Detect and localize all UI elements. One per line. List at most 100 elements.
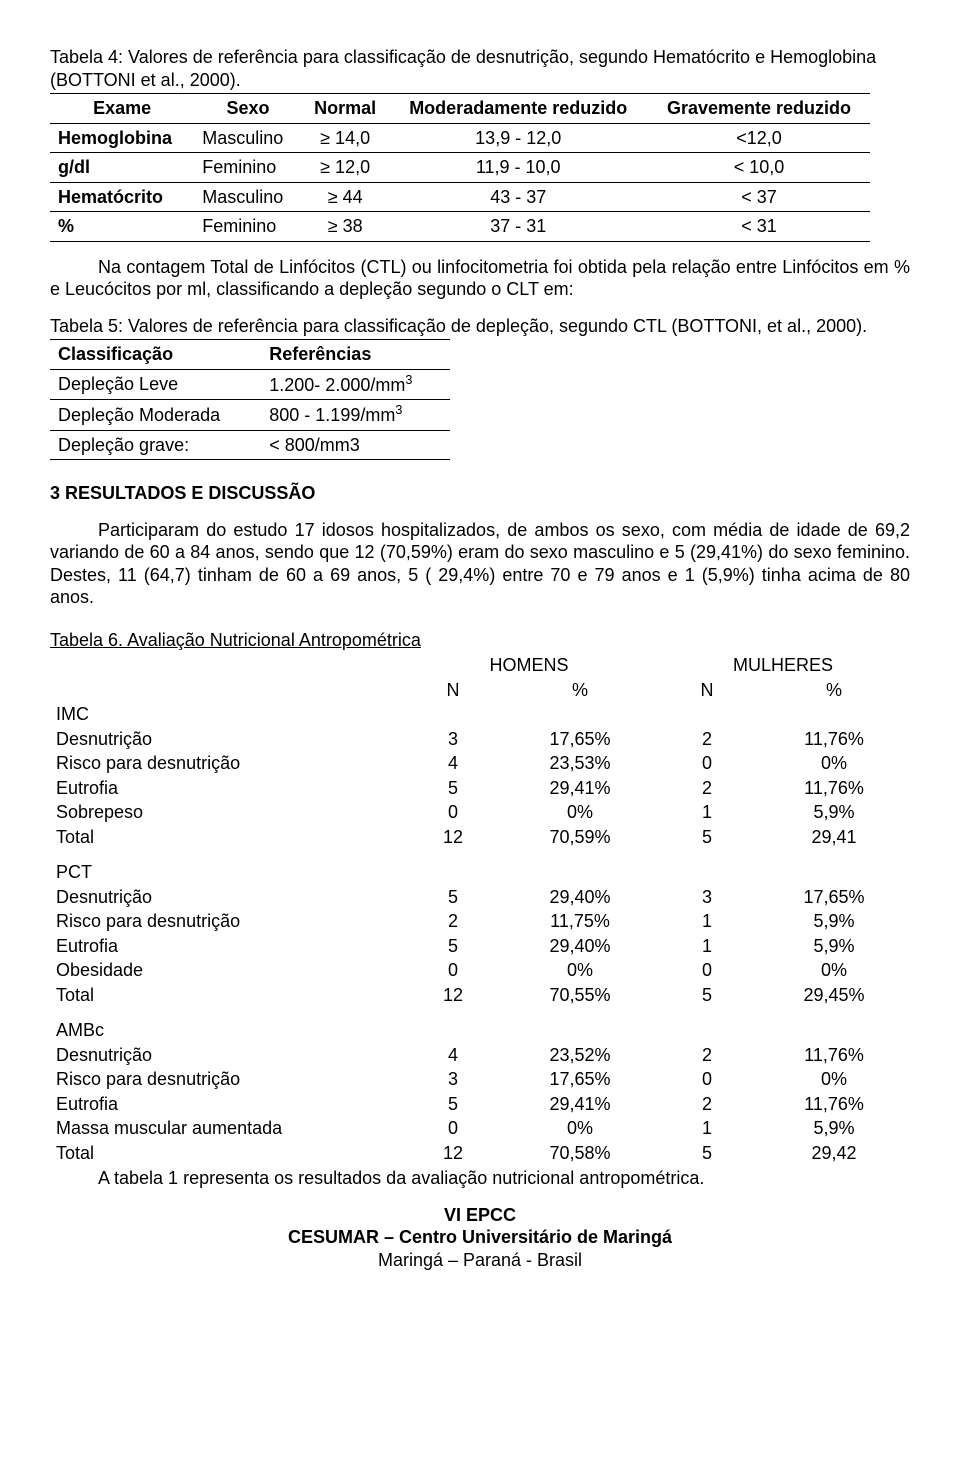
t4-cell: 37 - 31 (388, 212, 648, 242)
table6: HOMENS MULHERES N % N % IMCDesnutrição31… (50, 653, 910, 1165)
footer-l2: CESUMAR – Centro Universitário de Maring… (50, 1226, 910, 1249)
t5-cell: Depleção grave: (50, 430, 261, 460)
t6-cell: 0% (504, 1116, 656, 1141)
t6-cell: 29,41 (758, 825, 910, 850)
t6-label: Eutrofia (50, 934, 402, 959)
t6-group-mulheres: MULHERES (656, 653, 910, 678)
footer-l3: Maringá – Paraná - Brasil (50, 1249, 910, 1272)
t4-cell: Hemoglobina (50, 123, 194, 153)
table-row: Total1270,58%529,42 (50, 1141, 910, 1166)
t6-cell: 17,65% (504, 727, 656, 752)
t6-cell: 1 (656, 934, 758, 959)
t4-cell: 11,9 - 10,0 (388, 153, 648, 183)
t4-h-grave: Gravemente reduzido (648, 94, 870, 124)
t6-cell: 12 (402, 1141, 504, 1166)
t6-cell: 0% (504, 800, 656, 825)
sup: 3 (395, 403, 402, 417)
t6-cell: 11,76% (758, 1043, 910, 1068)
t6-cell: 11,76% (758, 776, 910, 801)
t6-cell: 17,65% (504, 1067, 656, 1092)
t6-cell: 29,41% (504, 1092, 656, 1117)
t4-cell: ≥ 44 (302, 182, 389, 212)
t5-ref: 1.200- 2.000/mm (269, 375, 405, 395)
t6-cell: 29,45% (758, 983, 910, 1008)
t5-cell: Depleção Moderada (50, 400, 261, 431)
t4-cell: < 37 (648, 182, 870, 212)
t5-ref: < 800/mm3 (269, 435, 360, 455)
table-row: Massa muscular aumentada00%15,9% (50, 1116, 910, 1141)
t6-cell: 29,41% (504, 776, 656, 801)
t6-label: Total (50, 1141, 402, 1166)
t6-cell: 70,58% (504, 1141, 656, 1166)
t4-cell: % (50, 212, 194, 242)
t4-cell: ≥ 14,0 (302, 123, 389, 153)
t6-label: Risco para desnutrição (50, 909, 402, 934)
t5-cell: 1.200- 2.000/mm3 (261, 369, 450, 400)
t6-cell: 5,9% (758, 934, 910, 959)
t6-cell: 0 (656, 751, 758, 776)
table-row: Depleção grave: < 800/mm3 (50, 430, 450, 460)
t6-sub: N (402, 678, 504, 703)
table-row: % Feminino ≥ 38 37 - 31 < 31 (50, 212, 870, 242)
t6-label: Desnutrição (50, 1043, 402, 1068)
t6-cell: 5,9% (758, 1116, 910, 1141)
table-row: Total1270,55%529,45% (50, 983, 910, 1008)
table-row: Desnutrição317,65%211,76% (50, 727, 910, 752)
table-row: Eutrofia529,41%211,76% (50, 776, 910, 801)
t4-cell: 13,9 - 12,0 (388, 123, 648, 153)
table-row: Obesidade00%00% (50, 958, 910, 983)
t6-label: Eutrofia (50, 1092, 402, 1117)
t4-cell: ≥ 38 (302, 212, 389, 242)
table6-footnote: A tabela 1 representa os resultados da a… (50, 1167, 910, 1190)
t4-cell: < 10,0 (648, 153, 870, 183)
t6-cell: 2 (656, 727, 758, 752)
t4-cell: < 31 (648, 212, 870, 242)
t6-cell: 5 (656, 1141, 758, 1166)
table-row: g/dl Feminino ≥ 12,0 11,9 - 10,0 < 10,0 (50, 153, 870, 183)
t6-sub-row: N % N % (50, 678, 910, 703)
sup: 3 (405, 373, 412, 387)
section-heading: 3 RESULTADOS E DISCUSSÃO (50, 482, 910, 505)
t6-group-row: HOMENS MULHERES (50, 653, 910, 678)
t6-cell: 4 (402, 751, 504, 776)
t6-label: Total (50, 983, 402, 1008)
t6-label: Risco para desnutrição (50, 751, 402, 776)
t6-cell: 2 (656, 1043, 758, 1068)
t6-label: Massa muscular aumentada (50, 1116, 402, 1141)
t6-cell: 2 (402, 909, 504, 934)
table4-caption: Tabela 4: Valores de referência para cla… (50, 46, 910, 91)
t4-cell: Masculino (194, 123, 302, 153)
t6-cell: 5 (656, 825, 758, 850)
t4-cell: Feminino (194, 153, 302, 183)
table4: Exame Sexo Normal Moderadamente reduzido… (50, 93, 870, 242)
t6-cell: 12 (402, 983, 504, 1008)
t6-cell: 2 (656, 776, 758, 801)
t4-cell: ≥ 12,0 (302, 153, 389, 183)
table5-caption: Tabela 5: Valores de referência para cla… (50, 315, 910, 338)
t6-cell: 5 (402, 934, 504, 959)
t5-cell: 800 - 1.199/mm3 (261, 400, 450, 431)
t4-cell: <12,0 (648, 123, 870, 153)
t6-block-title-cell: AMBc (50, 1007, 910, 1043)
t6-sub: % (758, 678, 910, 703)
table-row: Desnutrição423,52%211,76% (50, 1043, 910, 1068)
t6-cell: 0% (504, 958, 656, 983)
t6-label: Obesidade (50, 958, 402, 983)
t6-group-homens: HOMENS (402, 653, 656, 678)
table-row: Desnutrição529,40%317,65% (50, 885, 910, 910)
t6-cell: 70,59% (504, 825, 656, 850)
t6-cell: 29,40% (504, 885, 656, 910)
t5-ref: 800 - 1.199/mm (269, 405, 395, 425)
t5-h-class: Classificação (50, 340, 261, 370)
table5: Classificação Referências Depleção Leve … (50, 339, 450, 460)
t6-cell: 5 (402, 885, 504, 910)
t6-cell: 11,75% (504, 909, 656, 934)
t6-cell: 29,40% (504, 934, 656, 959)
table-row: Eutrofia529,41%211,76% (50, 1092, 910, 1117)
t6-sub: % (504, 678, 656, 703)
t4-cell: Masculino (194, 182, 302, 212)
t4-cell: 43 - 37 (388, 182, 648, 212)
table6-caption: Tabela 6. Avaliação Nutricional Antropom… (50, 629, 421, 652)
table-row: Sobrepeso00%15,9% (50, 800, 910, 825)
t6-sub: N (656, 678, 758, 703)
